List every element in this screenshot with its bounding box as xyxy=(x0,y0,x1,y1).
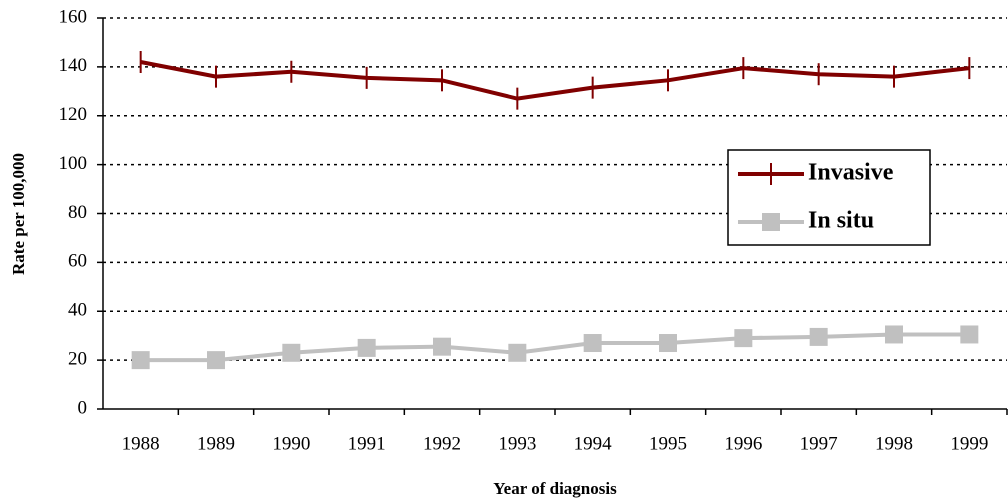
x-tick-label: 1993 xyxy=(498,433,536,454)
marker xyxy=(131,351,150,370)
x-tick-label: 1994 xyxy=(574,433,613,454)
y-tick-label: 40 xyxy=(68,300,87,321)
legend-label: Invasive xyxy=(808,160,894,186)
y-tick-label: 120 xyxy=(59,104,88,125)
marker xyxy=(583,334,602,353)
marker xyxy=(960,325,979,344)
y-tick-label: 100 xyxy=(59,153,88,174)
x-tick-label: 1995 xyxy=(649,433,687,454)
x-tick-label: 1991 xyxy=(348,433,386,454)
x-tick-label: 1997 xyxy=(800,433,838,454)
marker xyxy=(659,334,677,353)
marker xyxy=(433,337,451,356)
y-tick-label: 160 xyxy=(59,6,88,27)
legend-marker xyxy=(762,213,780,231)
x-tick-label: 1990 xyxy=(272,433,310,454)
x-tick-label: 1999 xyxy=(950,433,988,454)
y-tick-label: 20 xyxy=(68,348,87,369)
marker xyxy=(357,338,376,357)
y-tick-label: 80 xyxy=(68,202,87,223)
marker xyxy=(508,343,527,362)
marker xyxy=(885,325,903,344)
x-tick-label: 1998 xyxy=(875,433,913,454)
x-tick-label: 1989 xyxy=(197,433,235,454)
x-axis-label: Year of diagnosis xyxy=(493,479,617,498)
marker xyxy=(734,329,753,348)
series-line xyxy=(140,60,970,101)
y-axis-label: Rate per 100,000 xyxy=(9,153,28,275)
x-tick-label: 1992 xyxy=(423,433,461,454)
y-tick-label: 140 xyxy=(59,55,88,76)
marker xyxy=(809,327,828,346)
x-tick-label: 1988 xyxy=(122,433,160,454)
x-tick-label: 1996 xyxy=(724,433,762,454)
marker xyxy=(207,351,225,370)
legend-box xyxy=(727,149,931,246)
y-tick-label: 0 xyxy=(78,397,88,418)
y-tick-label: 60 xyxy=(68,251,87,272)
series-line xyxy=(140,332,970,363)
marker xyxy=(282,343,301,362)
legend-label: In situ xyxy=(808,208,874,234)
